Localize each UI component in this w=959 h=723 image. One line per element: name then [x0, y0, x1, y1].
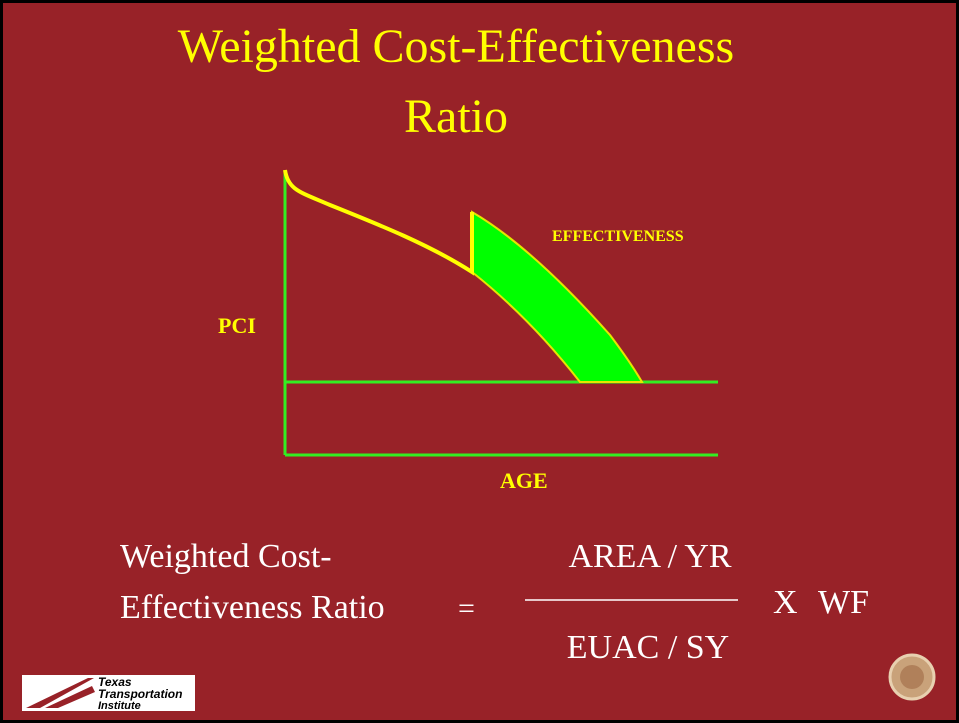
- background: [3, 3, 956, 720]
- y-label: PCI: [218, 313, 256, 338]
- formula-text: =: [458, 592, 475, 625]
- title: Weighted Cost-Effectiveness: [178, 20, 734, 73]
- formula-text: Weighted Cost-: [120, 538, 332, 575]
- formula-text: Effectiveness Ratio: [120, 589, 385, 626]
- x-label: AGE: [500, 468, 548, 493]
- formula-text: WF: [818, 584, 869, 621]
- logo-mark: [26, 678, 95, 708]
- formula-text: AREA / YR: [568, 538, 731, 575]
- logo-box: [22, 675, 195, 711]
- logo-text: Institute: [98, 700, 141, 712]
- logo-text: Texas: [98, 675, 132, 689]
- formula-text: EUAC / SY: [567, 629, 729, 666]
- area-label: EFFECTIVENESS: [552, 228, 684, 245]
- pci-curve: [283, 169, 474, 276]
- effectiveness-area: [471, 210, 644, 383]
- logo-text: Transportation: [98, 687, 182, 701]
- formula-text: X: [773, 584, 798, 621]
- title: Ratio: [404, 90, 508, 143]
- seal-center: [900, 665, 924, 689]
